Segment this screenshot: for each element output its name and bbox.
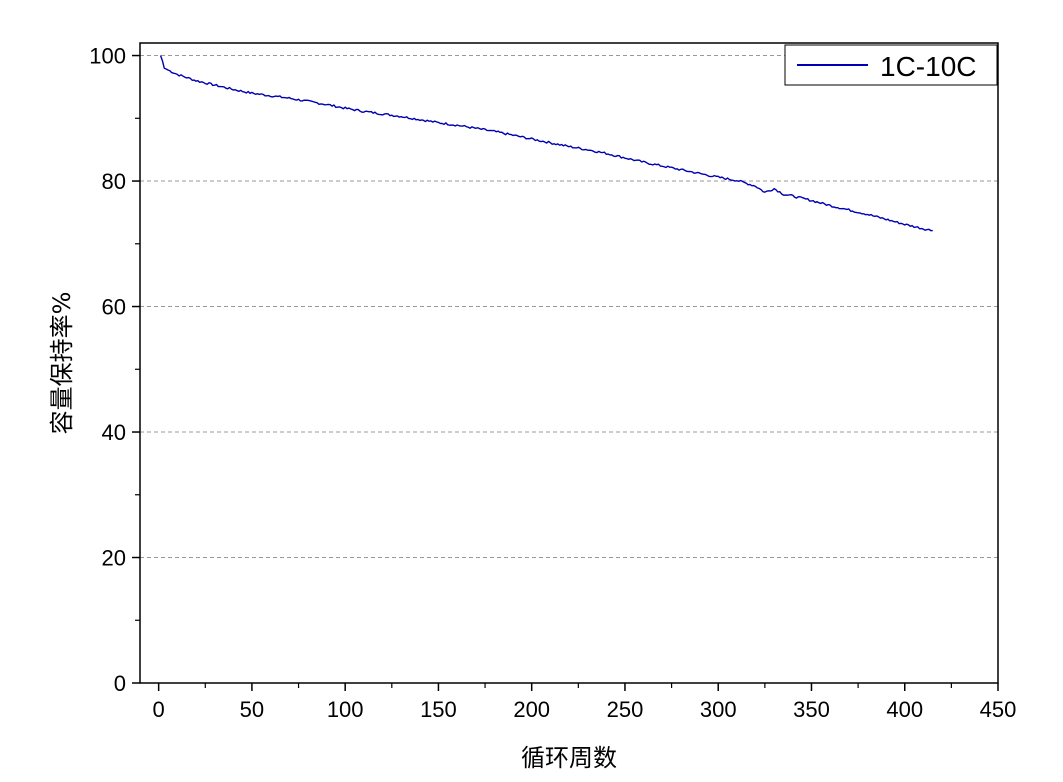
x-axis: 0 50 100 150 200 250 300 350 400 450 bbox=[153, 683, 1017, 722]
x-tick-label: 50 bbox=[240, 697, 264, 722]
x-tick-label: 400 bbox=[886, 697, 923, 722]
x-tick-label: 100 bbox=[327, 697, 364, 722]
x-tick-label: 250 bbox=[607, 697, 644, 722]
x-tick-label: 0 bbox=[153, 697, 165, 722]
y-tick-label: 0 bbox=[114, 671, 126, 696]
y-tick-label: 100 bbox=[89, 44, 126, 69]
x-tick-label: 350 bbox=[793, 697, 830, 722]
series-layer bbox=[159, 55, 933, 232]
x-axis-label: 循环周数 bbox=[521, 744, 617, 772]
legend: 1C-10C bbox=[784, 44, 998, 86]
y-tick-label: 40 bbox=[102, 420, 126, 445]
x-tick-label: 300 bbox=[700, 697, 737, 722]
x-tick-label: 150 bbox=[420, 697, 457, 722]
y-tick-label: 80 bbox=[102, 169, 126, 194]
legend-label: 1C-10C bbox=[880, 51, 976, 82]
grid-lines bbox=[140, 55, 998, 559]
y-tick-label: 60 bbox=[102, 295, 126, 320]
series-line bbox=[159, 55, 933, 232]
y-axis-label: 容量保持率% bbox=[48, 292, 76, 435]
y-axis: 0 20 40 60 80 100 bbox=[89, 44, 140, 696]
x-tick-label: 450 bbox=[980, 697, 1017, 722]
plot-frame bbox=[139, 42, 999, 684]
x-tick-label: 200 bbox=[513, 697, 550, 722]
y-tick-label: 20 bbox=[102, 546, 126, 571]
